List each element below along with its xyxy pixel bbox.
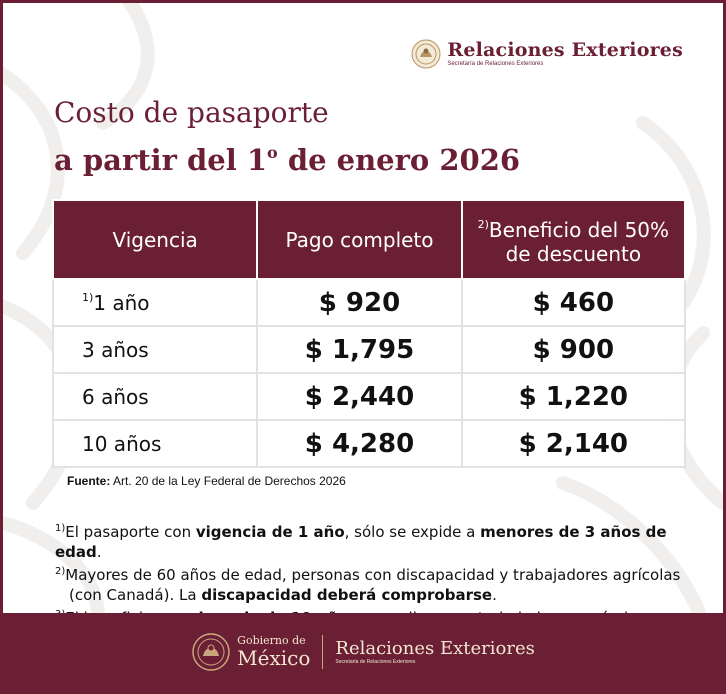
footnote-2-bold-c: discapacidad deberá comprobarse — [201, 586, 492, 604]
footnote-2-sup: 2) — [55, 566, 65, 577]
header-vigencia: Vigencia — [53, 200, 257, 279]
source-label: Fuente: — [67, 474, 110, 488]
source-note: Fuente: Art. 20 de la Ley Federal de Der… — [67, 474, 346, 488]
footnote-2-text-b: (con Canadá). La — [69, 586, 201, 604]
gobierno-de-mexico-logo: Gobierno de México — [237, 635, 310, 669]
cell-vigencia-label: 1 año — [93, 291, 149, 315]
footnote-1-bold-b: vigencia de 1 año — [196, 523, 345, 541]
cell-vigencia-sup: 1) — [82, 291, 93, 304]
footnote-1-text-c: , sólo se expide a — [345, 523, 480, 541]
title-line2-post: de enero 2026 — [278, 143, 520, 177]
top-logo-title: Relaciones Exteriores — [447, 40, 683, 60]
cell-pago: $ 2,440 — [257, 373, 461, 420]
cell-pago: $ 4,280 — [257, 420, 461, 467]
footnote-2-text-d: . — [492, 586, 497, 604]
table-row: 6 años $ 2,440 $ 1,220 — [53, 373, 685, 420]
gob-main-text: México — [237, 647, 310, 669]
table-row: 1)1 año $ 920 $ 460 — [53, 279, 685, 326]
footnote-1-text-e: . — [97, 543, 102, 561]
header-pago-completo: Pago completo — [257, 200, 461, 279]
title-line2-pre: a partir del 1 — [54, 143, 267, 177]
footnote-1: 1)El pasaporte con vigencia de 1 año, só… — [55, 519, 715, 562]
cell-vigencia-label: 10 años — [82, 432, 161, 456]
footer-divider — [322, 635, 323, 669]
price-table: Vigencia Pago completo 2)Beneficio del 5… — [52, 199, 686, 468]
footer-bar: Gobierno de México Relaciones Exteriores… — [3, 613, 723, 691]
mexican-seal-icon — [411, 39, 441, 69]
cell-vigencia: 6 años — [53, 373, 257, 420]
header-beneficio-sup: 2) — [478, 218, 489, 231]
page-title-line2: a partir del 1o de enero 2026 — [54, 134, 520, 179]
header-beneficio: 2)Beneficio del 50% de descuento — [462, 200, 685, 279]
table-header-row: Vigencia Pago completo 2)Beneficio del 5… — [53, 200, 685, 279]
table-row: 10 años $ 4,280 $ 2,140 — [53, 420, 685, 467]
footer-sre-logo: Relaciones Exteriores Secretaría de Rela… — [335, 639, 534, 666]
cell-vigencia-label: 6 años — [82, 385, 149, 409]
cell-vigencia: 10 años — [53, 420, 257, 467]
page-title-line1: Costo de pasaporte — [54, 95, 329, 131]
cell-pago: $ 1,795 — [257, 326, 461, 373]
table-row: 3 años $ 1,795 $ 900 — [53, 326, 685, 373]
cell-vigencia-label: 3 años — [82, 338, 149, 362]
footer-logos: Gobierno de México Relaciones Exteriores… — [191, 632, 535, 672]
footer-sre-subtitle: Secretaría de Relaciones Exteriores — [335, 659, 534, 666]
cell-beneficio: $ 900 — [462, 326, 685, 373]
top-logo-subtitle: Secretaría de Relaciones Exteriores — [447, 60, 683, 68]
footnote-2-line2: (con Canadá). La discapacidad deberá com… — [55, 585, 715, 605]
footnote-1-text-a: El pasaporte con — [65, 523, 196, 541]
footnote-1-sup: 1) — [55, 523, 65, 534]
header-beneficio-label: Beneficio del 50% de descuento — [489, 218, 669, 266]
cell-beneficio: $ 460 — [462, 279, 685, 326]
cell-vigencia: 1)1 año — [53, 279, 257, 326]
top-logo: Relaciones Exteriores Secretaría de Rela… — [411, 37, 683, 71]
cell-pago: $ 920 — [257, 279, 461, 326]
cell-vigencia: 3 años — [53, 326, 257, 373]
source-text: Art. 20 de la Ley Federal de Derechos 20… — [110, 474, 345, 488]
mexican-seal-icon — [191, 632, 231, 672]
cell-beneficio: $ 1,220 — [462, 373, 685, 420]
footer-sre-title: Relaciones Exteriores — [335, 639, 534, 659]
footnotes: 1)El pasaporte con vigencia de 1 año, só… — [55, 519, 715, 628]
footnote-2: 2)Mayores de 60 años de edad, personas c… — [55, 562, 715, 605]
footnote-2-text-a: Mayores de 60 años de edad, personas con… — [65, 566, 680, 584]
cell-beneficio: $ 2,140 — [462, 420, 685, 467]
title-line2-sup: o — [267, 143, 278, 162]
